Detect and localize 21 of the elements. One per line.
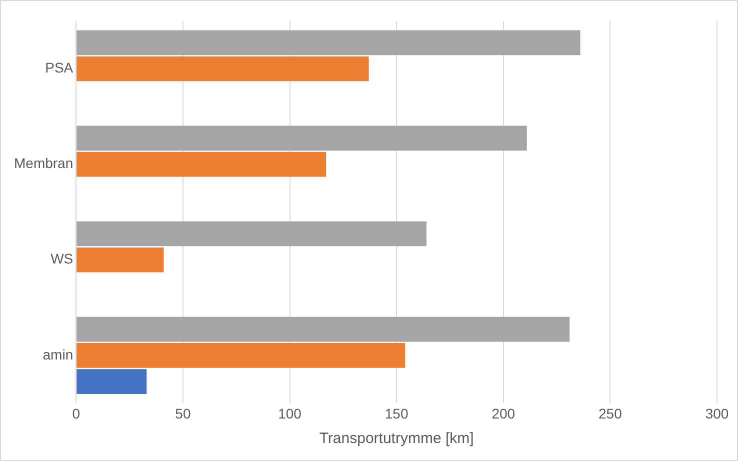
bar (76, 30, 580, 56)
x-tick-label: 100 (278, 405, 302, 422)
bar (76, 343, 406, 368)
y-tick-label: PSA (45, 60, 74, 76)
y-tick-label: Membran (14, 155, 74, 172)
x-tick-label: 150 (384, 405, 408, 422)
x-tick-label: 300 (705, 405, 729, 422)
bar (76, 126, 527, 151)
bar (76, 221, 426, 246)
x-tick-label: 0 (72, 405, 80, 422)
x-axis-title: Transportutrymme [km] (319, 430, 474, 448)
y-tick-label: amin (42, 346, 74, 362)
x-tick-label: 250 (598, 405, 622, 422)
bar (76, 56, 369, 82)
y-tick-label: WS (50, 250, 74, 267)
bar (76, 316, 570, 342)
bar (76, 152, 326, 177)
bar (76, 369, 147, 394)
x-tick-label: 50 (175, 405, 191, 422)
bar (76, 247, 164, 272)
x-tick-label: 200 (492, 405, 516, 422)
